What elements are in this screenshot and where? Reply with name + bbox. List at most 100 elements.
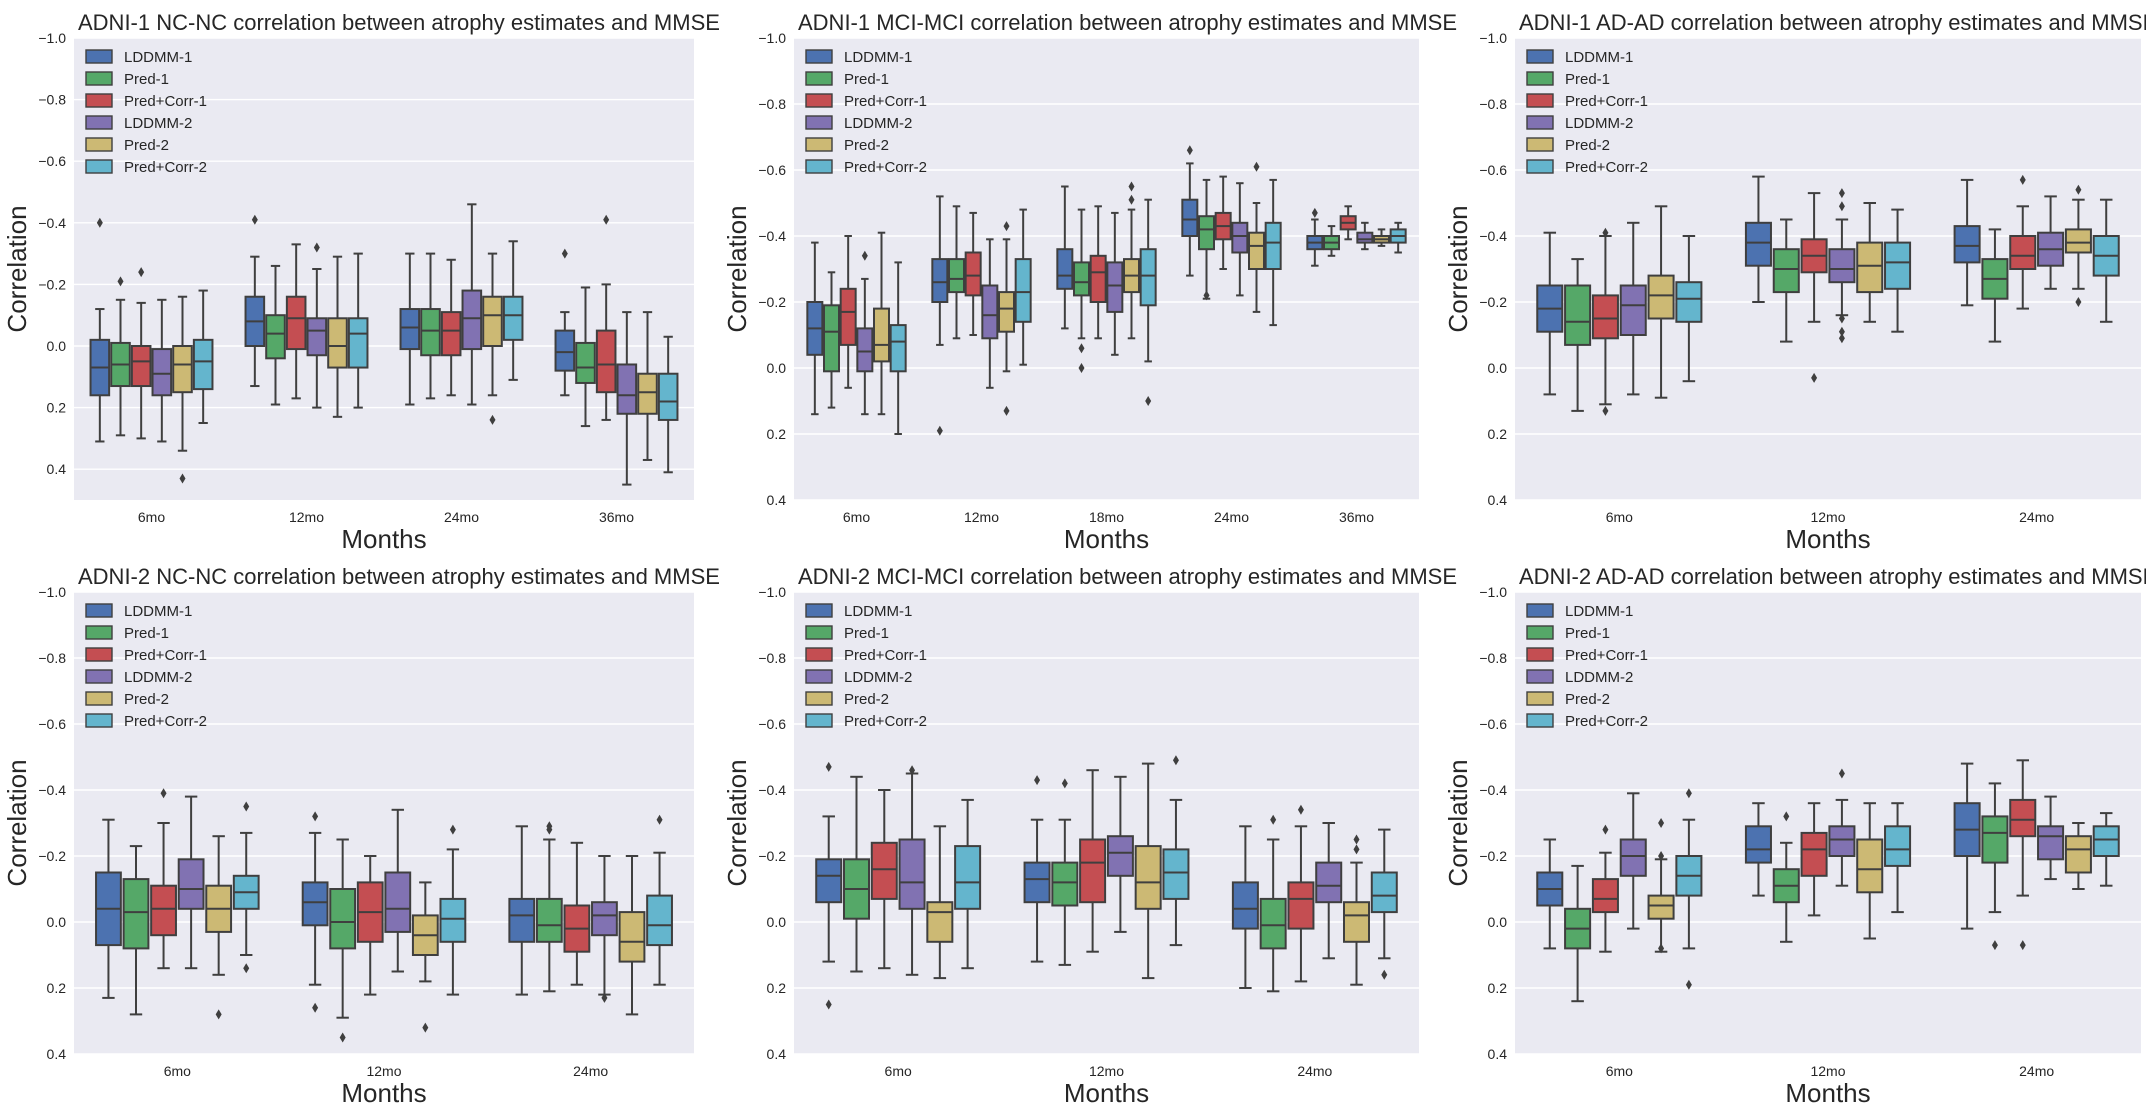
box-pred-2-24mo — [1248, 161, 1265, 313]
legend-swatch — [1526, 713, 1554, 728]
y-tick-label: −0.2 — [1479, 294, 1507, 310]
y-tick-label: −0.2 — [1479, 848, 1507, 864]
y-tick-label: −1.0 — [1479, 584, 1507, 600]
y-tick-label: −0.8 — [758, 650, 786, 666]
legend-label: Pred-1 — [844, 625, 889, 642]
box-body — [823, 304, 840, 373]
y-tick-label: −0.2 — [758, 294, 786, 310]
outlier-point — [561, 248, 568, 259]
legend-label: Pred+Corr-1 — [1565, 647, 1648, 664]
box-body — [870, 841, 898, 900]
box-pred-1-24mo — [1981, 228, 2009, 343]
box-pred-corr-1-12mo — [1800, 802, 1828, 917]
y-tick-label: −0.8 — [758, 96, 786, 112]
y-tick-label: 0.2 — [47, 400, 67, 416]
outlier-point — [312, 1002, 319, 1013]
box-body — [1073, 261, 1090, 297]
y-tick-label: −1.0 — [1479, 30, 1507, 46]
x-tick-label: 12mo — [289, 509, 324, 525]
box-lddmm-1-24mo — [508, 825, 536, 996]
box-pred-2-12mo — [411, 881, 439, 1033]
x-tick-label: 12mo — [366, 1063, 401, 1079]
box-body — [2064, 228, 2092, 254]
box-pred-1-12mo — [265, 264, 286, 406]
box-body — [508, 897, 536, 943]
chart-title: ADNI-1 AD-AD correlation between atrophy… — [1519, 10, 2146, 35]
y-tick-label: 0.4 — [1488, 1046, 1508, 1062]
box-lddmm-1-12mo — [1744, 175, 1772, 303]
legend-label: Pred-1 — [1565, 71, 1610, 88]
legend-label: LDDMM-2 — [844, 115, 912, 132]
box-body — [1828, 248, 1856, 284]
box-lddmm-1-24mo — [1181, 145, 1199, 277]
box-lddmm-1-6mo — [89, 217, 111, 443]
legend-label: Pred-2 — [844, 691, 889, 708]
x-tick-label: 24mo — [573, 1063, 608, 1079]
legend-swatch — [805, 625, 833, 640]
box-pred-corr-1-36mo — [1339, 205, 1357, 241]
legend-swatch — [85, 669, 113, 684]
legend-swatch — [1526, 691, 1554, 706]
y-tick-label: 0.4 — [47, 1046, 67, 1062]
outlier-point — [179, 473, 186, 484]
box-pred-2-18mo — [1123, 181, 1140, 340]
box-body — [2037, 825, 2065, 861]
x-tick-label: 24mo — [444, 509, 479, 525]
legend-label: Pred-1 — [1565, 625, 1610, 642]
box-body — [1139, 248, 1157, 307]
box-pred-2-6mo — [205, 835, 233, 1020]
outlier-point — [1297, 804, 1304, 815]
outlier-point — [1838, 768, 1845, 779]
outlier-point — [138, 267, 145, 278]
legend-label: Pred-2 — [1565, 691, 1610, 708]
legend-swatch — [805, 93, 833, 108]
box-lddmm-1-12mo — [1023, 775, 1051, 963]
box-pred-2-6mo — [1647, 818, 1675, 954]
box-lddmm-1-12mo — [244, 214, 266, 388]
y-tick-label: 0.2 — [1488, 426, 1508, 442]
box-body — [1772, 248, 1800, 294]
box-body — [839, 287, 857, 346]
legend-label: Pred+Corr-1 — [124, 647, 207, 664]
chart-title: ADNI-2 NC-NC correlation between atrophy… — [78, 564, 720, 589]
x-tick-label: 12mo — [964, 509, 999, 525]
outlier-point — [1311, 207, 1318, 218]
box-pred-corr-2-12mo — [347, 252, 369, 409]
outlier-point — [96, 217, 103, 228]
outlier-point — [1172, 755, 1179, 766]
y-tick-label: 0.2 — [1488, 980, 1508, 996]
box-body — [285, 295, 307, 351]
box-body — [130, 345, 152, 388]
box-body — [618, 911, 646, 963]
x-tick-label: 24mo — [2019, 1063, 2054, 1079]
box-body — [1619, 284, 1647, 336]
box-body — [192, 338, 214, 391]
outlier-point — [1061, 778, 1068, 789]
outlier-point — [1602, 824, 1609, 835]
box-body — [420, 308, 441, 357]
outlier-point — [2019, 174, 2026, 185]
box-body — [1023, 861, 1051, 904]
outlier-point — [1658, 851, 1665, 861]
x-tick-label: 12mo — [1810, 1063, 1845, 1079]
outlier-point — [422, 1022, 429, 1033]
box-body — [172, 345, 193, 394]
box-body — [1259, 897, 1287, 950]
box-body — [931, 258, 949, 304]
x-tick-label: 36mo — [1339, 509, 1374, 525]
box-pred-1-18mo — [1073, 208, 1090, 373]
y-tick-label: −1.0 — [758, 584, 786, 600]
box-body — [889, 324, 907, 373]
outlier-point — [656, 814, 663, 825]
y-axis-label: Correlation — [1443, 205, 1473, 332]
box-lddmm-2-24mo — [2037, 795, 2065, 881]
box-pred-corr-2-24mo — [502, 240, 524, 381]
box-pred-2-12mo — [1134, 762, 1162, 980]
box-body — [1884, 825, 1912, 867]
box-pred-corr-2-36mo — [1389, 221, 1407, 254]
box-pred-2-6mo — [873, 231, 890, 416]
box-pred-1-24mo — [1259, 814, 1287, 993]
box-pred-1-24mo — [420, 252, 441, 400]
y-tick-label: −0.4 — [38, 782, 66, 798]
outlier-point — [449, 824, 456, 835]
